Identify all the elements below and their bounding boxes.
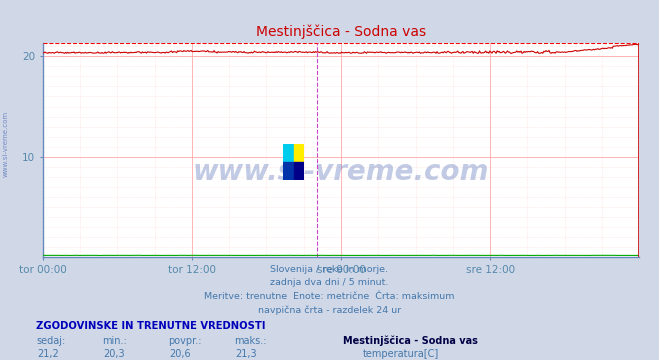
Polygon shape bbox=[294, 144, 304, 162]
Text: 20,3: 20,3 bbox=[103, 349, 125, 359]
Text: Mestinjščica - Sodna vas: Mestinjščica - Sodna vas bbox=[343, 336, 478, 346]
Text: 21,3: 21,3 bbox=[235, 349, 256, 359]
Title: Mestinjščica - Sodna vas: Mestinjščica - Sodna vas bbox=[256, 25, 426, 39]
Text: temperatura[C]: temperatura[C] bbox=[362, 349, 439, 359]
Text: 20,6: 20,6 bbox=[169, 349, 190, 359]
Text: zadnja dva dni / 5 minut.: zadnja dva dni / 5 minut. bbox=[270, 278, 389, 287]
Text: Meritve: trenutne  Enote: metrične  Črta: maksimum: Meritve: trenutne Enote: metrične Črta: … bbox=[204, 292, 455, 301]
Text: ZGODOVINSKE IN TRENUTNE VREDNOSTI: ZGODOVINSKE IN TRENUTNE VREDNOSTI bbox=[36, 321, 266, 331]
Text: sedaj:: sedaj: bbox=[36, 336, 65, 346]
Polygon shape bbox=[283, 144, 294, 162]
Text: www.si-vreme.com: www.si-vreme.com bbox=[2, 111, 9, 177]
Text: navpična črta - razdelek 24 ur: navpična črta - razdelek 24 ur bbox=[258, 306, 401, 315]
Text: min.:: min.: bbox=[102, 336, 127, 346]
Text: povpr.:: povpr.: bbox=[168, 336, 202, 346]
Text: www.si-vreme.com: www.si-vreme.com bbox=[193, 158, 489, 186]
Text: 21,2: 21,2 bbox=[37, 349, 59, 359]
Polygon shape bbox=[294, 162, 304, 180]
Text: maks.:: maks.: bbox=[234, 336, 266, 346]
Text: Slovenija / reke in morje.: Slovenija / reke in morje. bbox=[270, 265, 389, 274]
Polygon shape bbox=[283, 162, 294, 180]
